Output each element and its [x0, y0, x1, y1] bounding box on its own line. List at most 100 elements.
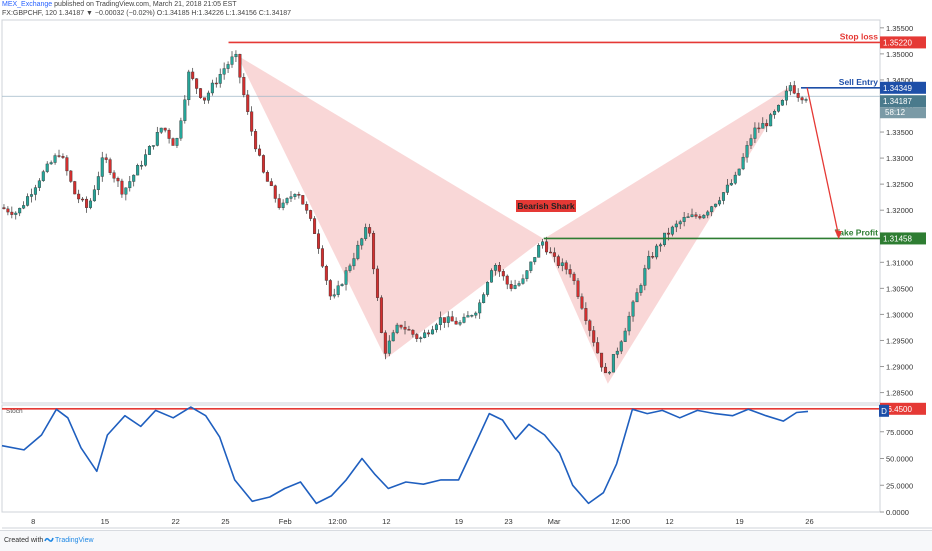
candle-body [615, 350, 619, 355]
candle-body [466, 315, 470, 318]
candle-body [773, 111, 777, 115]
candle-body [442, 317, 446, 323]
pattern-label: Bearish Shark [517, 201, 574, 211]
candle-body [757, 127, 761, 130]
candle-body [513, 285, 517, 289]
stoch-d-text: D [881, 407, 887, 416]
candle-body [489, 270, 493, 283]
candle-body [800, 97, 804, 101]
candle-body [230, 56, 234, 65]
candle-body [191, 71, 195, 79]
candle-body [552, 252, 556, 257]
tradingview-brand[interactable]: TradingView [55, 537, 94, 544]
tradingview-logo-icon [44, 535, 54, 547]
candle-body [733, 174, 737, 184]
candle-body [265, 172, 269, 182]
candle-body [179, 120, 183, 139]
candle-body [226, 64, 230, 69]
candle-body [517, 283, 521, 286]
candle-body [33, 187, 37, 195]
stoch-pane [1, 404, 881, 513]
candle-body [155, 132, 159, 146]
time-tick-label: 15 [101, 517, 109, 526]
candle-body [765, 123, 769, 127]
candle-body [116, 178, 120, 182]
candle-body [167, 129, 171, 139]
candle-body [175, 138, 179, 146]
candle-body [273, 185, 277, 199]
candle-body [493, 265, 497, 271]
candle-body [725, 184, 729, 193]
candle-body [525, 270, 529, 279]
candle-body [564, 262, 568, 270]
candle-body [792, 85, 796, 94]
publish-line: MEX_Exchange published on TradingView.co… [2, 1, 237, 8]
candle-body [780, 99, 784, 106]
candle-body [604, 366, 608, 374]
candle-body [96, 176, 100, 190]
candle-body [600, 352, 604, 368]
candle-body [285, 198, 289, 204]
candle-body [313, 218, 317, 234]
candle-body [45, 163, 49, 172]
candle-body [415, 334, 419, 339]
candle-body [434, 324, 438, 330]
candle-body [580, 296, 584, 309]
candle-body [41, 171, 45, 181]
candle-body [505, 275, 509, 285]
time-tick-label: 23 [504, 517, 512, 526]
price-tick-label: 1.32000 [886, 206, 913, 215]
candle-body [497, 265, 501, 272]
candle-body [92, 189, 96, 202]
candle-body [305, 204, 309, 211]
time-tick-label: Mar [548, 517, 561, 526]
candle-body [607, 371, 611, 374]
candle-body [721, 192, 725, 201]
candle-body [407, 329, 411, 331]
price-chart[interactable]: 1.355001.350001.345001.340001.335001.330… [0, 0, 932, 530]
candle-body [482, 294, 486, 304]
candle-body [6, 208, 10, 213]
candle-body [651, 256, 655, 258]
candle-body [61, 156, 65, 158]
candle-body [108, 159, 112, 173]
candle-body [431, 329, 435, 335]
candle-body [37, 180, 41, 188]
candle-body [140, 165, 144, 167]
candle-body [710, 206, 714, 213]
candle-body [281, 202, 285, 208]
candle-body [576, 280, 580, 297]
candle-body [258, 148, 262, 156]
candle-body [623, 330, 627, 342]
candle-body [655, 245, 659, 258]
candle-body [391, 332, 395, 342]
candle-body [100, 157, 104, 177]
candle-body [199, 88, 203, 98]
candle-body [556, 256, 560, 266]
candle-body [784, 90, 788, 101]
countdown-badge [880, 107, 926, 119]
candle-body [144, 154, 148, 166]
time-tick-label: 12:00 [328, 517, 347, 526]
candle-body [360, 238, 364, 246]
candle-body [706, 211, 710, 216]
publisher-link[interactable]: MEX_Exchange [2, 1, 53, 8]
candle-body [737, 168, 741, 176]
candle-body [403, 326, 407, 330]
candle-body [14, 212, 18, 215]
candle-body [796, 93, 800, 98]
time-tick-label: 8 [31, 517, 35, 526]
candle-body [718, 200, 722, 205]
stoch-title: Stoch [6, 408, 23, 415]
candle-body [120, 180, 124, 195]
price-tick-label: 1.32500 [886, 180, 913, 189]
candle-body [470, 315, 474, 317]
level-price-text: 1.34349 [883, 84, 912, 93]
candle-body [57, 155, 61, 157]
candle-body [698, 216, 702, 219]
candle-body [777, 104, 781, 112]
candle-body [611, 354, 615, 373]
candle-body [261, 155, 265, 173]
candle-body [214, 82, 218, 85]
candle-body [399, 324, 403, 328]
